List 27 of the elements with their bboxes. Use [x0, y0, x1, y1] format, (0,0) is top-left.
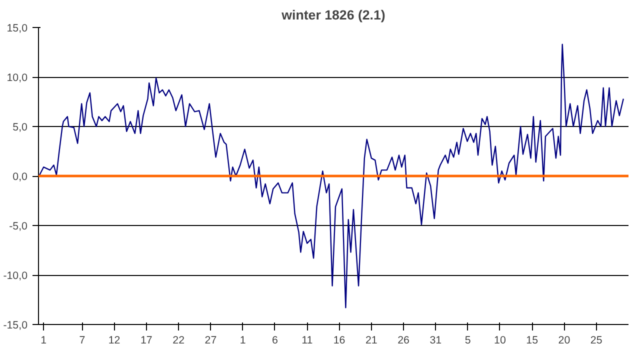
x-tick-label: 11 — [302, 334, 313, 346]
x-tick-label: 5 — [464, 334, 471, 346]
x-tick-label: 12 — [108, 334, 120, 346]
chart-title: winter 1826 (2.1) — [280, 8, 386, 22]
x-tick-label: 26 — [398, 334, 410, 346]
line-series — [38, 44, 624, 308]
y-tick-label: -5,0 — [9, 220, 28, 232]
x-tick-label: 6 — [272, 334, 278, 346]
y-tick-label: -15,0 — [3, 320, 28, 332]
x-tick-label: 16 — [333, 334, 346, 346]
y-tick-label: 15,0 — [6, 22, 28, 34]
x-tick-label: 17 — [140, 334, 152, 346]
y-tick-label: 5,0 — [12, 122, 28, 134]
x-tick-label: 31 — [430, 334, 442, 346]
x-tick-label: 7 — [79, 334, 86, 346]
x-tick-label: 1 — [240, 334, 246, 346]
y-tick-label: 0,0 — [12, 171, 28, 183]
x-tick-label: 25 — [590, 334, 602, 346]
x-tick-label: 27 — [204, 334, 217, 346]
x-tick-label: 15 — [526, 334, 538, 346]
y-tick-label: -10,0 — [3, 270, 28, 282]
x-tick-label: 20 — [558, 334, 570, 346]
x-tick-label: 21 — [365, 334, 378, 346]
y-tick-label: 10,0 — [6, 72, 28, 84]
x-tick-label: 1 — [40, 334, 47, 346]
x-tick-label: 22 — [172, 334, 185, 346]
x-tick-label: 10 — [494, 334, 506, 346]
